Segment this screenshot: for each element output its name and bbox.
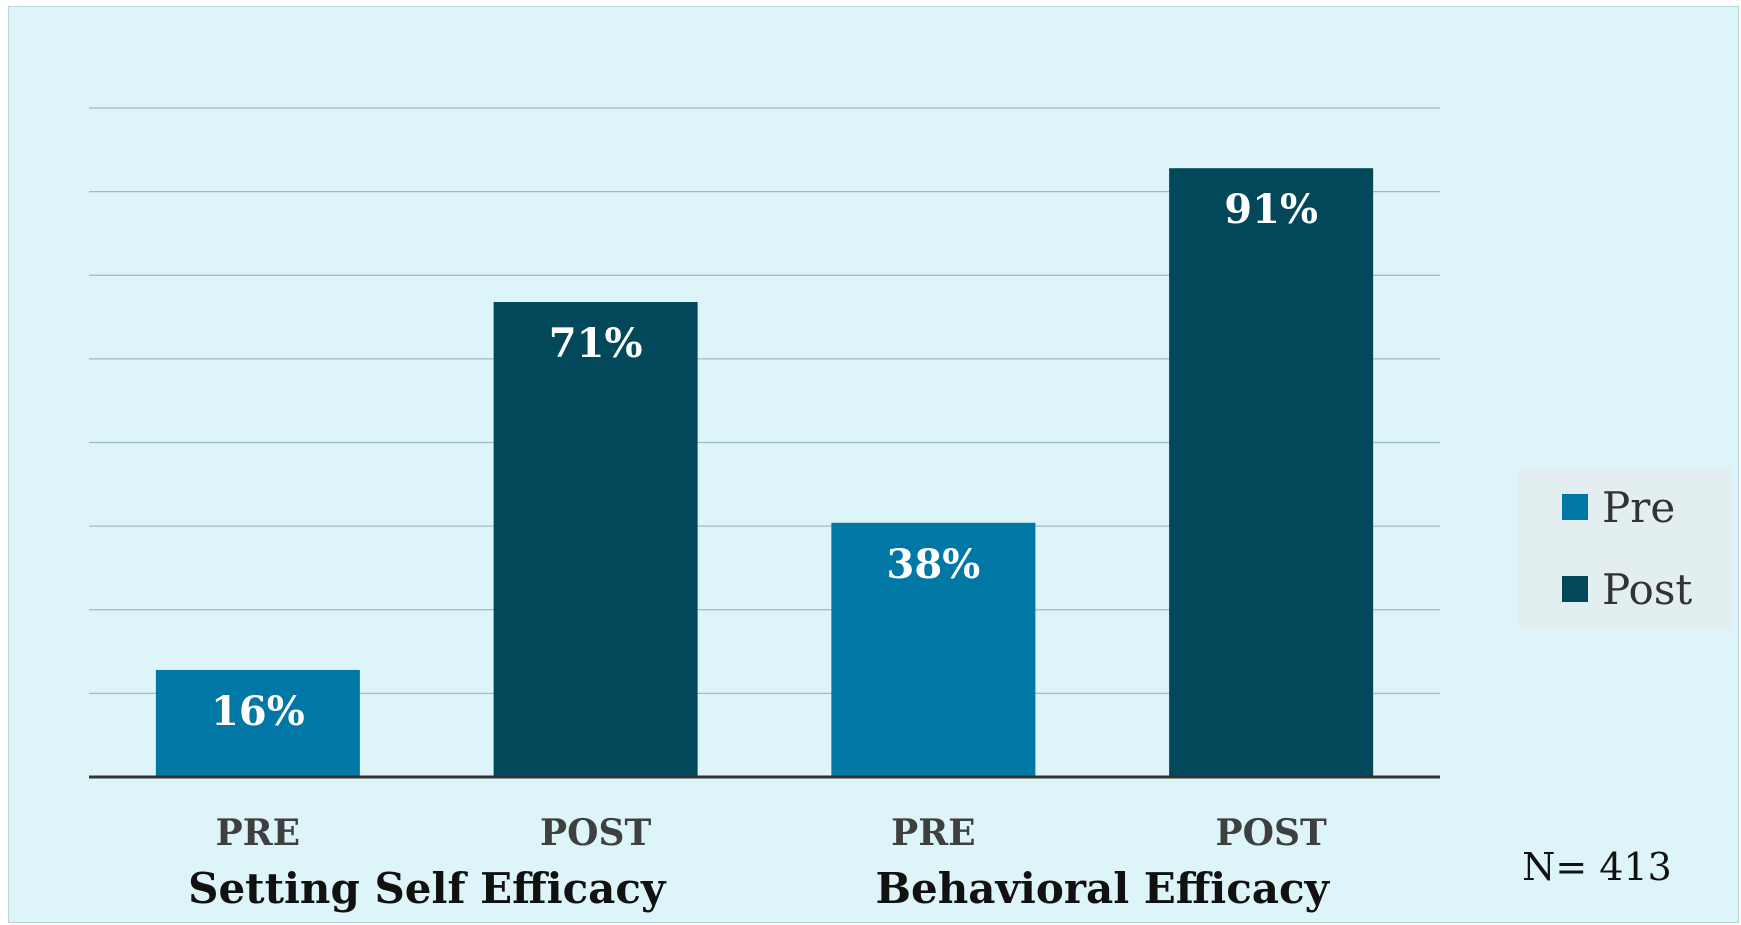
legend-label-post: Post <box>1602 565 1692 614</box>
legend: Pre Post <box>1518 467 1732 629</box>
group-label-2: Behavioral Efficacy <box>876 864 1331 913</box>
bars: 16% 71% 38% 91% <box>156 168 1373 777</box>
bar-value-label: 91% <box>1224 186 1318 233</box>
sample-size-annotation: N= 413 <box>1522 845 1672 889</box>
category-label: PRE <box>216 812 300 854</box>
category-label: POST <box>1216 812 1327 854</box>
bar-value-label: 38% <box>887 541 981 588</box>
bar-2 <box>494 302 698 777</box>
category-label: POST <box>540 812 651 854</box>
bar-4 <box>1169 168 1373 777</box>
bar-value-label: 71% <box>549 320 643 367</box>
legend-swatch-post <box>1562 576 1588 602</box>
legend-label-pre: Pre <box>1602 483 1675 532</box>
category-labels: PRE POST PRE POST <box>216 812 1327 854</box>
group-label-1: Setting Self Efficacy <box>188 864 667 913</box>
group-labels: Setting Self Efficacy Behavioral Efficacy <box>188 864 1330 913</box>
category-label: PRE <box>891 812 975 854</box>
legend-swatch-pre <box>1562 494 1588 520</box>
bar-value-label: 16% <box>211 688 305 735</box>
